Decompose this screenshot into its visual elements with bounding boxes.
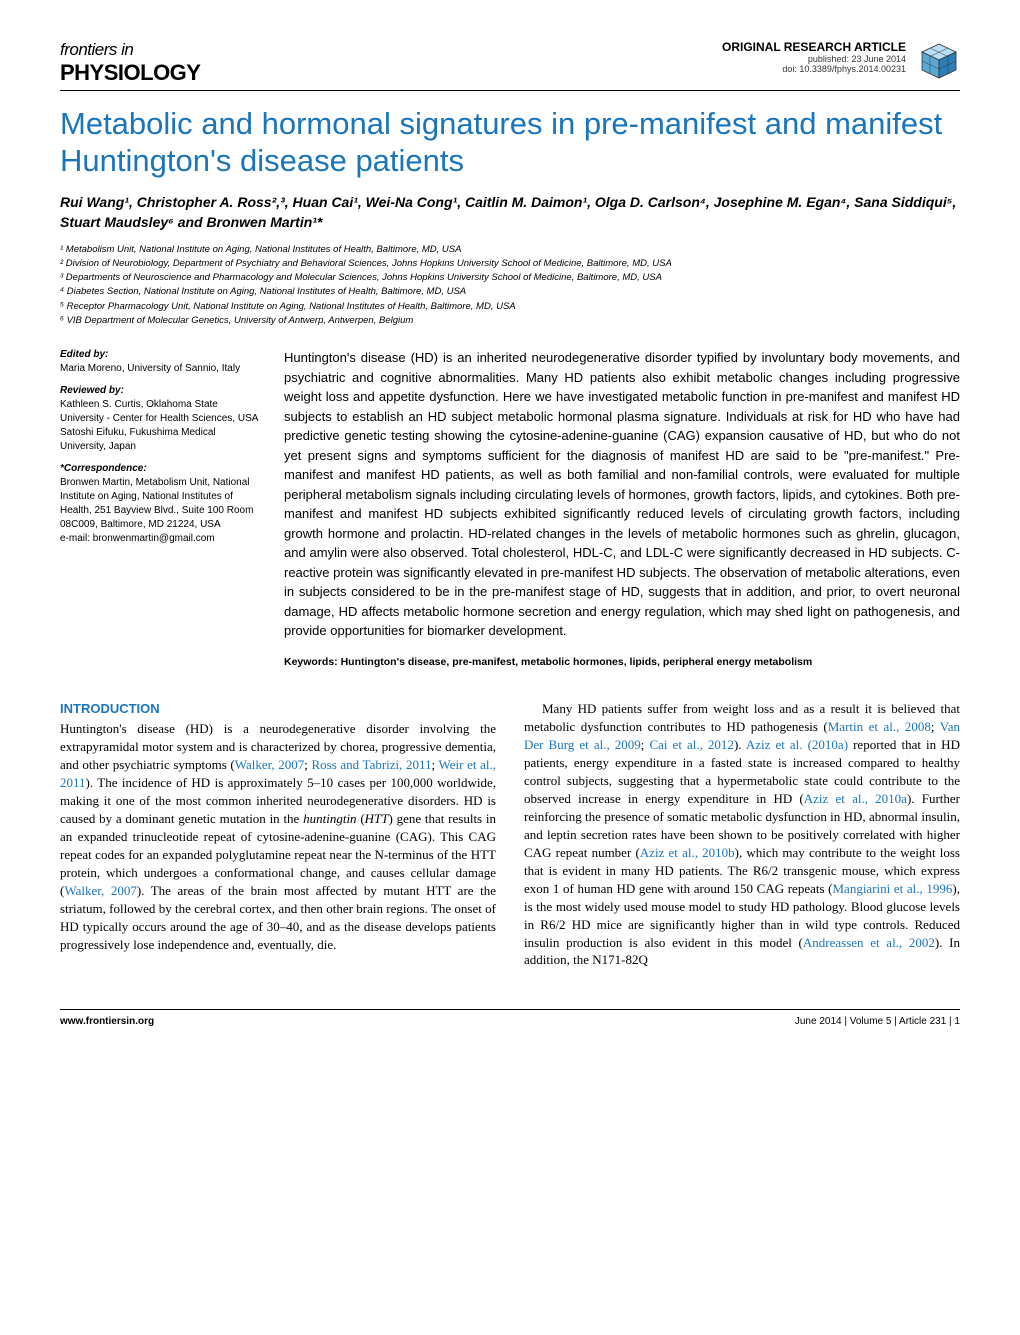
footer-url: www.frontiersin.org [60, 1016, 154, 1027]
article-title: Metabolic and hormonal signatures in pre… [60, 105, 960, 179]
correspondence-email: e-mail: bronwenmartin@gmail.com [60, 532, 260, 546]
affiliation: ⁶ VIB Department of Molecular Genetics, … [60, 314, 960, 328]
affiliation: ⁵ Receptor Pharmacology Unit, National I… [60, 300, 960, 314]
published-date: published: 23 June 2014 [722, 54, 906, 64]
affiliation: ² Division of Neurobiology, Department o… [60, 257, 960, 271]
citation: Mangiarini et al., 1996 [832, 881, 952, 896]
editorial-sidebar: Edited by: Maria Moreno, University of S… [60, 348, 260, 670]
citation: Aziz et al., 2010b [640, 845, 735, 860]
authors-list: Rui Wang¹, Christopher A. Ross²,³, Huan … [60, 193, 960, 232]
citation: Walker, 2007 [235, 757, 305, 772]
page-header: frontiers in PHYSIOLOGY ORIGINAL RESEARC… [60, 40, 960, 91]
intro-paragraph: Huntington's disease (HD) is a neurodege… [60, 720, 496, 953]
affiliation: ⁴ Diabetes Section, National Institute o… [60, 285, 960, 299]
page-footer: www.frontiersin.org June 2014 | Volume 5… [60, 1009, 960, 1027]
reviewed-by-label: Reviewed by: [60, 384, 260, 398]
affiliations-list: ¹ Metabolism Unit, National Institute on… [60, 243, 960, 329]
journal-brand: frontiers in PHYSIOLOGY [60, 40, 200, 86]
section-heading-introduction: INTRODUCTION [60, 700, 496, 718]
intro-paragraph: Many HD patients suffer from weight loss… [524, 700, 960, 969]
abstract: Huntington's disease (HD) is an inherite… [284, 348, 960, 670]
citation: Walker, 2007 [64, 883, 137, 898]
citation: Andreassen et al., 2002 [803, 935, 935, 950]
citation: Ross and Tabrizi, 2011 [312, 757, 432, 772]
reviewer: Kathleen S. Curtis, Oklahoma State Unive… [60, 398, 260, 426]
citation: Martin et al., 2008 [828, 719, 931, 734]
article-type: ORIGINAL RESEARCH ARTICLE [722, 40, 906, 54]
cube-icon [918, 40, 960, 82]
doi: doi: 10.3389/fphys.2014.00231 [722, 64, 906, 74]
correspondence-label: *Correspondence: [60, 462, 260, 476]
keywords: Keywords: Huntington's disease, pre-mani… [284, 655, 960, 671]
header-right: ORIGINAL RESEARCH ARTICLE published: 23 … [722, 40, 960, 82]
citation: Cai et al., 2012 [649, 737, 734, 752]
header-meta: ORIGINAL RESEARCH ARTICLE published: 23 … [722, 40, 906, 74]
footer-citation: June 2014 | Volume 5 | Article 231 | 1 [795, 1016, 960, 1027]
abstract-text: Huntington's disease (HD) is an inherite… [284, 350, 960, 638]
edited-by-label: Edited by: [60, 348, 260, 362]
journal-name-bottom: PHYSIOLOGY [60, 60, 200, 86]
body-text: INTRODUCTION Huntington's disease (HD) i… [60, 700, 960, 969]
body-column-right: Many HD patients suffer from weight loss… [524, 700, 960, 969]
affiliation: ³ Departments of Neuroscience and Pharma… [60, 271, 960, 285]
edited-by: Maria Moreno, University of Sannio, Ital… [60, 362, 260, 376]
affiliation: ¹ Metabolism Unit, National Institute on… [60, 243, 960, 257]
citation: Aziz et al., 2010a [804, 791, 907, 806]
journal-name-top: frontiers in [60, 40, 200, 60]
correspondence: Bronwen Martin, Metabolism Unit, Nationa… [60, 476, 260, 532]
body-column-left: INTRODUCTION Huntington's disease (HD) i… [60, 700, 496, 969]
citation: Aziz et al. (2010a) [746, 737, 848, 752]
reviewer: Satoshi Eifuku, Fukushima Medical Univer… [60, 426, 260, 454]
